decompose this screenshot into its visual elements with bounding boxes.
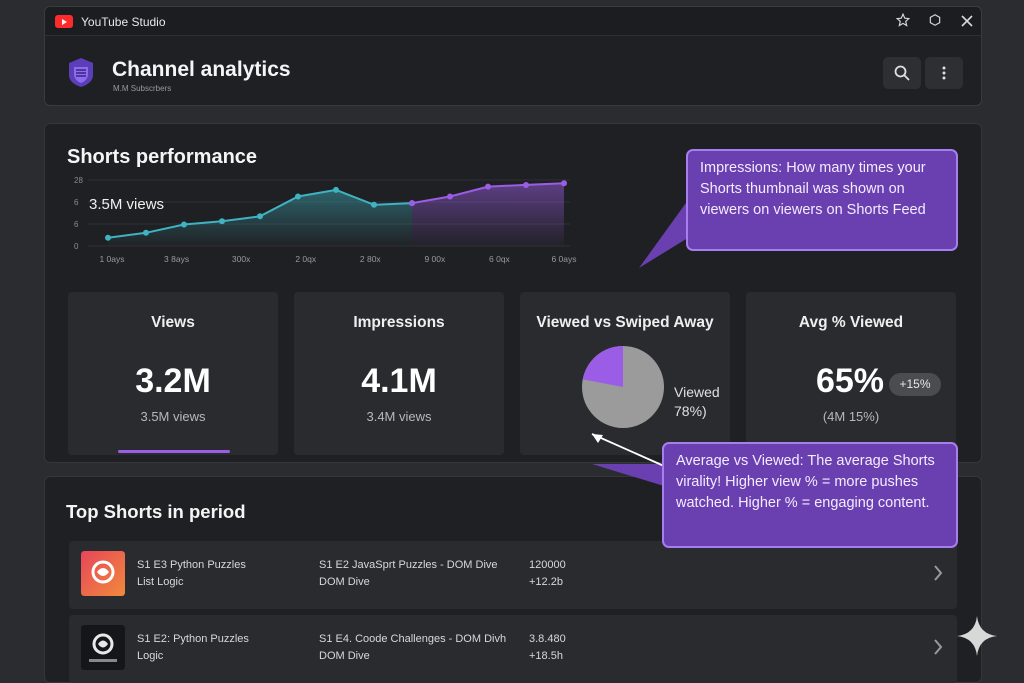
teal-data-point [105,234,111,241]
more-button[interactable] [925,57,963,89]
purple-data-point [523,181,529,188]
x-tick-label: 6 0ays [551,254,576,264]
short-description: S1 E2 JavaSprt Puzzles - DOM Dive DOM Di… [319,557,498,591]
short-title: S1 E3 Python Puzzles List Logic [137,557,246,591]
search-icon [894,65,910,81]
teal-data-point [181,221,187,228]
subscriber-count: M.M Subscrbers [113,84,172,93]
purple-data-point [409,200,415,207]
viewed-pie-chart [582,346,664,428]
short-stats: 3.8.480 +18.5h [529,631,566,665]
short-title: S1 E2: Python Puzzles Logic [137,631,249,665]
short-desc-line-1: S1 E2 JavaSprt Puzzles - DOM Dive [319,559,498,571]
short-stat-views: 120000 [529,559,566,571]
card-subtext: 3.5M views [140,409,206,424]
card-title: Views [151,314,195,331]
chart-annotation: 3.5M views [89,196,164,213]
studio-window: YouTube Studio Channel analytics M.M Sub… [44,6,982,683]
short-description: S1 E4. Coode Challenges - DOM Divh DOM D… [319,631,506,665]
callout-average-viewed: Average vs Viewed: The average Shorts vi… [662,442,958,548]
teal-data-point [333,186,339,193]
x-tick-label: 300x [232,254,251,264]
card-subtext: 3.4M views [366,409,432,424]
y-tick-label: 0 [74,242,79,251]
purple-data-point [561,180,567,187]
card-value: 65% [815,362,884,400]
short-title-line-1: S1 E2: Python Puzzles [137,633,249,645]
x-tick-label: 2 80x [360,254,382,264]
short-thumbnail [81,551,125,596]
teal-data-point [257,213,263,220]
card-value: 3.2M [135,362,211,400]
y-tick-label: 28 [74,176,83,185]
extension-icon[interactable] [925,12,945,32]
card-value: 4.1M [361,362,437,400]
page-title: Channel analytics [112,58,291,81]
shorts-line-chart: 28 6 6 0 1 0ays 3 8ays 300x 2 0qx 2 80x 9 00x 6 0… [74,176,577,264]
youtube-logo-icon [55,15,73,28]
card-subtext: (4M 15%) [822,409,880,424]
card-views[interactable]: Views 3.2M 3.5M views [68,292,278,455]
chevron-right-icon[interactable] [933,565,943,581]
pie-label-line-2: 78%) [674,403,707,419]
short-stat-views: 3.8.480 [529,633,566,645]
short-desc-line-2: DOM Dive [319,576,370,588]
short-row[interactable]: S1 E3 Python Puzzles List Logic S1 E2 Ja… [69,541,957,609]
teal-data-point [295,193,301,200]
x-tick-label: 9 00x [424,254,446,264]
app-title: YouTube Studio [81,15,166,29]
short-stat-change: +12.2b [529,576,563,588]
purple-data-point [447,193,453,200]
short-title-line-2: List Logic [137,576,184,588]
short-stats: 120000 +12.2b [529,557,566,591]
title-bar: YouTube Studio [44,6,982,36]
pie-label: Viewed 78%) [674,383,720,421]
y-tick-label: 6 [74,220,79,229]
card-viewed-vs-swiped[interactable]: Viewed vs Swiped Away Viewed 78%) [520,292,730,455]
teal-data-point [219,218,225,225]
more-vert-icon [942,66,946,80]
purple-series-area [412,183,564,246]
card-title: Viewed vs Swiped Away [536,314,714,331]
purple-data-point [485,183,491,190]
chevron-right-icon[interactable] [933,639,943,655]
short-desc-line-2: DOM Dive [319,650,370,662]
channel-logo-icon [69,58,93,87]
short-stat-change: +18.5h [529,650,563,662]
callout-impressions: Impressions: How many times your Shorts … [686,149,958,251]
search-button[interactable] [883,57,921,89]
x-tick-label: 6 0qx [489,254,511,264]
callout-arrow-2 [591,433,665,486]
card-title: Impressions [353,314,445,331]
short-thumbnail [81,625,125,670]
pie-label-line-1: Viewed [674,384,720,400]
section-title-top-shorts: Top Shorts in period [66,501,246,522]
short-title-line-1: S1 E3 Python Puzzles [137,559,246,571]
card-avg-viewed[interactable]: Avg % Viewed 65% +15% (4M 15%) [746,292,956,455]
card-impressions[interactable]: Impressions 4.1M 3.4M views [294,292,504,455]
teal-data-point [371,201,377,208]
short-row[interactable]: S1 E2: Python Puzzles Logic S1 E4. Coode… [69,615,957,683]
channel-header: Channel analytics M.M Subscrbers [44,36,982,106]
section-title-shorts: Shorts performance [67,146,258,168]
teal-data-point [143,229,149,236]
short-title-line-2: Logic [137,650,164,662]
x-tick-label: 3 8ays [164,254,189,264]
x-tick-label: 2 0qx [295,254,317,264]
selected-indicator [118,450,230,453]
y-tick-label: 6 [74,198,79,207]
short-desc-line-1: S1 E4. Coode Challenges - DOM Divh [319,633,507,645]
close-icon[interactable] [957,12,977,32]
pie-slice-swiped [582,346,623,387]
star-icon[interactable] [893,12,913,32]
callout-pointer-1 [639,196,691,268]
card-title: Avg % Viewed [798,314,904,331]
x-tick-label: 1 0ays [99,254,124,264]
change-badge: +15% [889,373,941,396]
sparkle-icon [957,616,997,656]
